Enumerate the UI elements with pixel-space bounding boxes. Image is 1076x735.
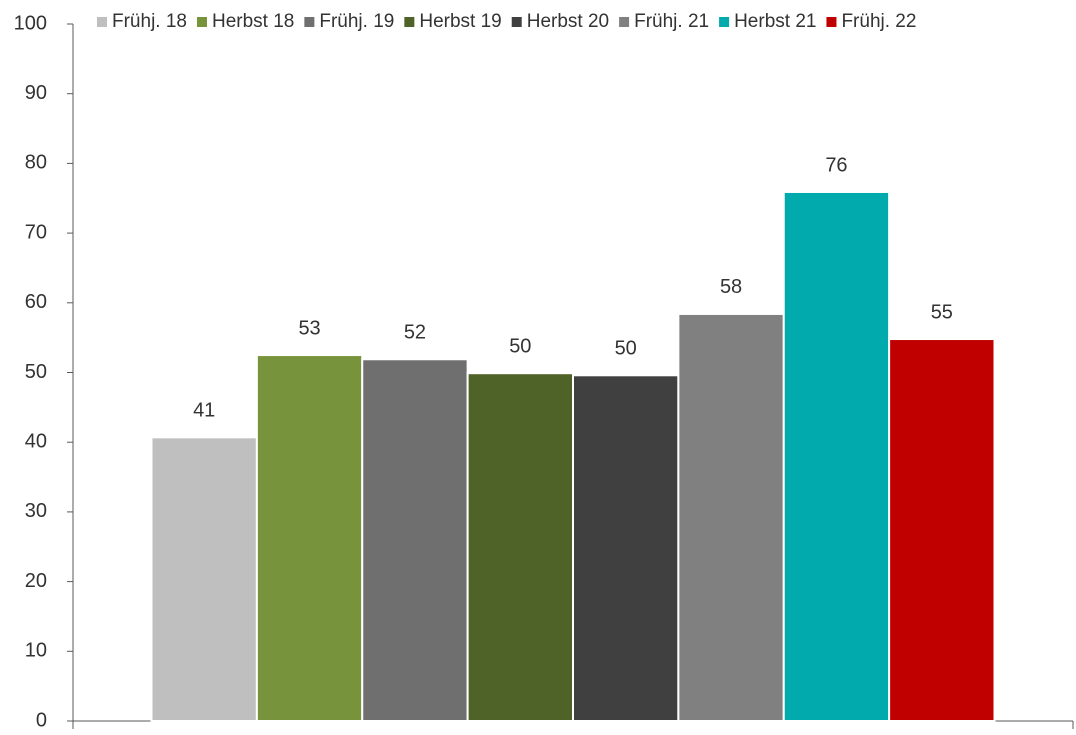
legend-label: Frühj. 18 <box>112 11 187 32</box>
data-label: 76 <box>825 154 847 176</box>
legend-marker <box>196 17 207 27</box>
bar <box>361 358 469 722</box>
legend-label: Frühj. 21 <box>634 11 709 32</box>
y-tick-label: 80 <box>25 152 47 174</box>
y-tick-label: 70 <box>25 221 47 243</box>
data-label: 52 <box>404 322 426 344</box>
y-tick-label: 0 <box>36 709 47 731</box>
bar <box>150 436 258 722</box>
bar <box>677 312 785 722</box>
legend-marker <box>619 17 630 27</box>
legend-marker <box>97 17 107 27</box>
bar <box>572 374 680 722</box>
legend-marker <box>511 17 522 27</box>
data-label: 50 <box>509 335 531 357</box>
y-tick-label: 90 <box>25 82 47 104</box>
y-tick-label: 50 <box>25 361 47 383</box>
legend-label: Frühj. 22 <box>841 11 916 32</box>
data-label: 50 <box>615 338 637 360</box>
legend-marker <box>826 17 837 27</box>
legend-marker <box>404 17 415 27</box>
data-label: 58 <box>720 276 742 298</box>
y-tick-label: 10 <box>25 640 47 662</box>
y-tick-label: 20 <box>25 570 47 592</box>
bar <box>255 354 364 722</box>
data-label: 53 <box>298 317 320 339</box>
bar <box>466 372 574 722</box>
legend-label: Herbst 19 <box>419 11 501 32</box>
legend-label: Herbst 21 <box>734 11 816 32</box>
data-label: 55 <box>931 301 953 323</box>
y-tick-label: 30 <box>25 500 47 522</box>
bar <box>782 190 891 723</box>
legend-label: Herbst 18 <box>212 11 294 32</box>
y-tick-label: 40 <box>25 430 47 452</box>
legend-label: Frühj. 19 <box>319 11 394 32</box>
legend-marker <box>304 17 315 27</box>
y-tick-label: 60 <box>25 291 47 313</box>
legend-marker <box>719 17 730 27</box>
bar <box>888 338 996 722</box>
legend-label: Herbst 20 <box>527 11 609 32</box>
y-tick-label: 100 <box>14 12 47 34</box>
data-label: 41 <box>193 400 215 422</box>
